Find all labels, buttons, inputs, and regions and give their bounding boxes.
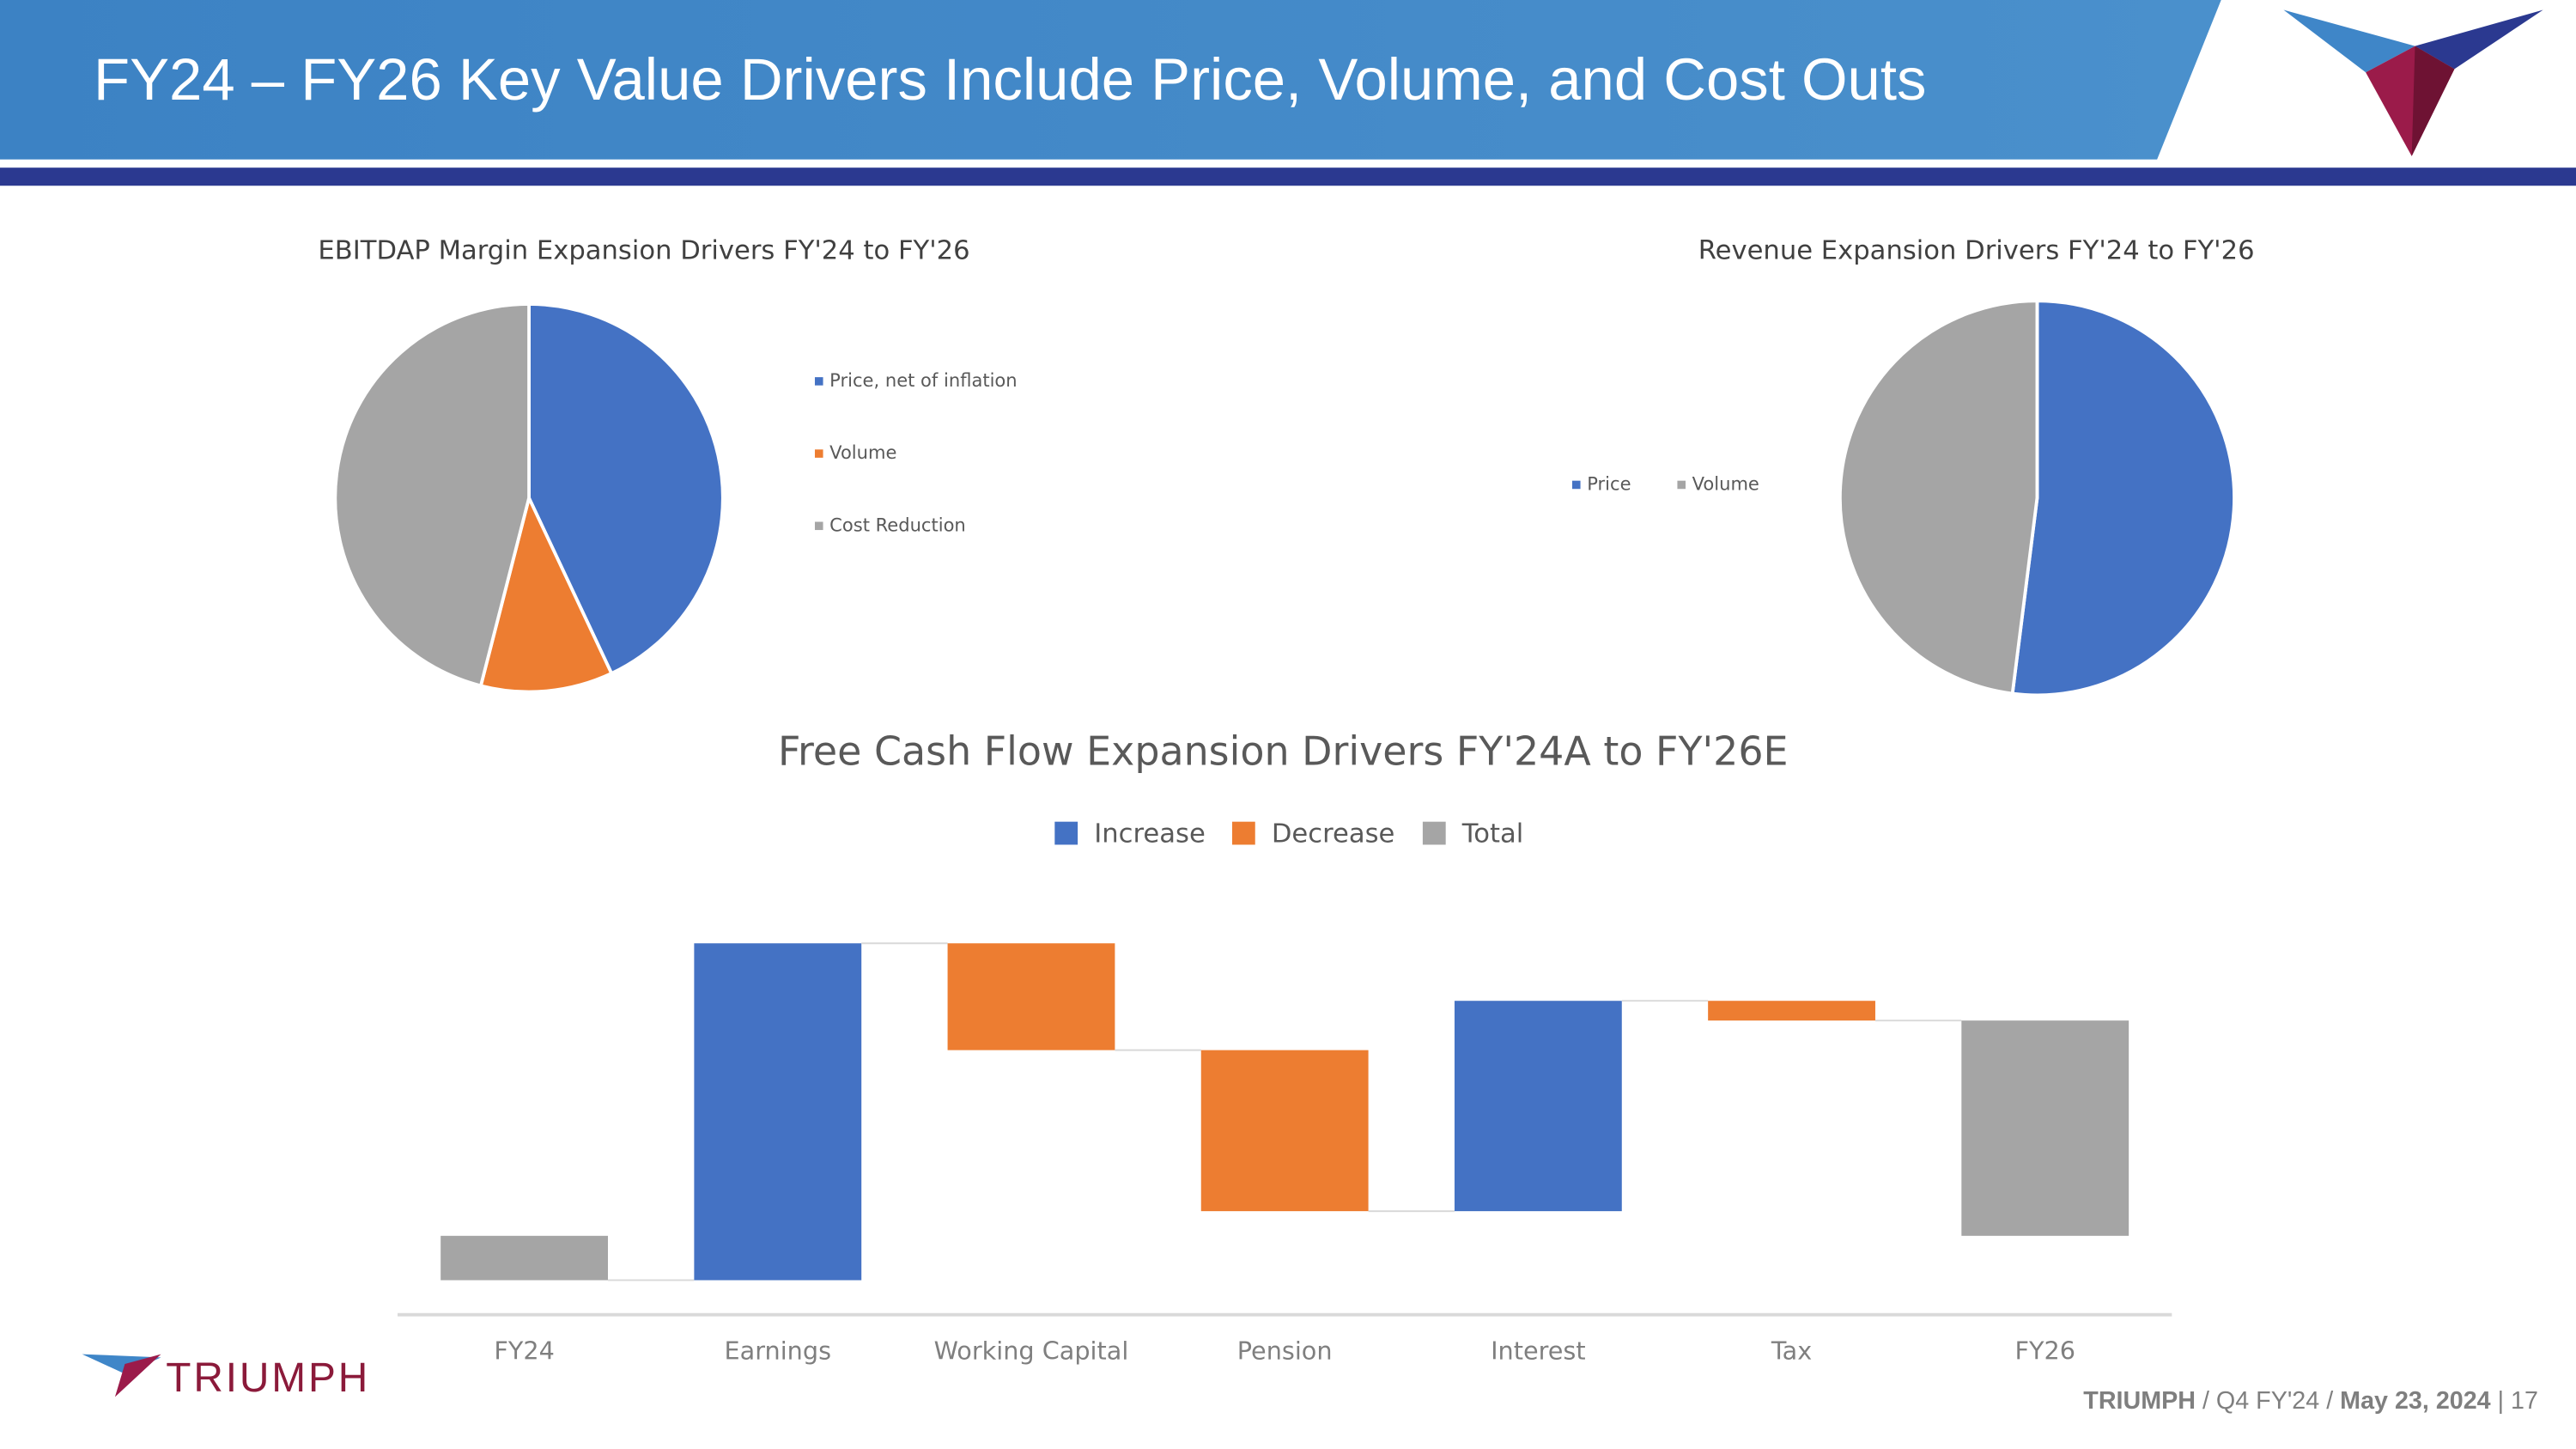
footer-separator: / xyxy=(2326,1387,2333,1415)
pie-slice xyxy=(1838,299,2039,696)
header-band xyxy=(0,0,2221,160)
x-tick-label: Interest xyxy=(1491,1336,1586,1366)
footer-quarter: Q4 FY'24 xyxy=(2216,1387,2319,1415)
chart-title: Revenue Expansion Drivers FY'24 to FY'26 xyxy=(1698,235,2255,265)
legend-label: Decrease xyxy=(1272,819,1395,849)
legend-label: Volume xyxy=(1692,472,1759,494)
footer-company: TRIUMPH xyxy=(2083,1387,2196,1415)
pie-slice xyxy=(333,302,531,688)
legend-swatch xyxy=(1231,821,1255,845)
footer-page-separator: | xyxy=(2498,1387,2504,1415)
legend-swatch xyxy=(1571,480,1581,490)
bar xyxy=(947,943,1115,1050)
x-tick-label: Earnings xyxy=(725,1336,831,1366)
x-tick-label: Working Capital xyxy=(934,1336,1129,1366)
x-tick-label: Tax xyxy=(1771,1336,1812,1366)
footer-logo xyxy=(82,1354,161,1397)
bar xyxy=(1454,1001,1622,1212)
bar xyxy=(694,943,862,1281)
footer-date: May 23, 2024 xyxy=(2340,1387,2490,1415)
x-tick-label: Pension xyxy=(1237,1336,1333,1366)
bar xyxy=(1961,1020,2129,1236)
legend-label: Increase xyxy=(1094,819,1206,849)
x-tick-label: FY26 xyxy=(2014,1336,2075,1366)
legend-label: Total xyxy=(1461,819,1524,849)
header-stripe xyxy=(0,167,2576,186)
bar xyxy=(1708,1001,1875,1021)
corner-logo xyxy=(2283,9,2543,156)
legend-label: Price, net of inflation xyxy=(829,369,1017,391)
legend-label: Volume xyxy=(829,441,896,463)
legend-swatch xyxy=(1677,480,1686,490)
legend-swatch xyxy=(1422,821,1446,845)
legend-swatch xyxy=(814,377,823,386)
legend-label: Price xyxy=(1587,472,1631,494)
pie-slice xyxy=(2010,299,2236,697)
logo-text: TRIUMPH xyxy=(166,1355,370,1401)
legend-swatch xyxy=(814,521,823,531)
x-tick-label: FY24 xyxy=(494,1336,555,1366)
footer-text: TRIUMPH / Q4 FY'24 / May 23, 2024 | 17 xyxy=(2083,1387,2538,1415)
pie-slice xyxy=(527,302,725,676)
legend-swatch xyxy=(814,449,823,458)
chart-title: Free Cash Flow Expansion Drivers FY'24A … xyxy=(778,728,1789,775)
bar xyxy=(440,1235,609,1281)
bar xyxy=(1200,1050,1369,1212)
chart-title: EBITDAP Margin Expansion Drivers FY'24 t… xyxy=(318,235,969,265)
footer-separator: / xyxy=(2202,1387,2209,1415)
slide-title: FY24 – FY26 Key Value Drivers Include Pr… xyxy=(94,46,1926,113)
legend-swatch xyxy=(1054,821,1078,845)
legend-label: Cost Reduction xyxy=(829,514,966,535)
pie-slice xyxy=(478,493,614,694)
page-number: 17 xyxy=(2511,1387,2538,1415)
